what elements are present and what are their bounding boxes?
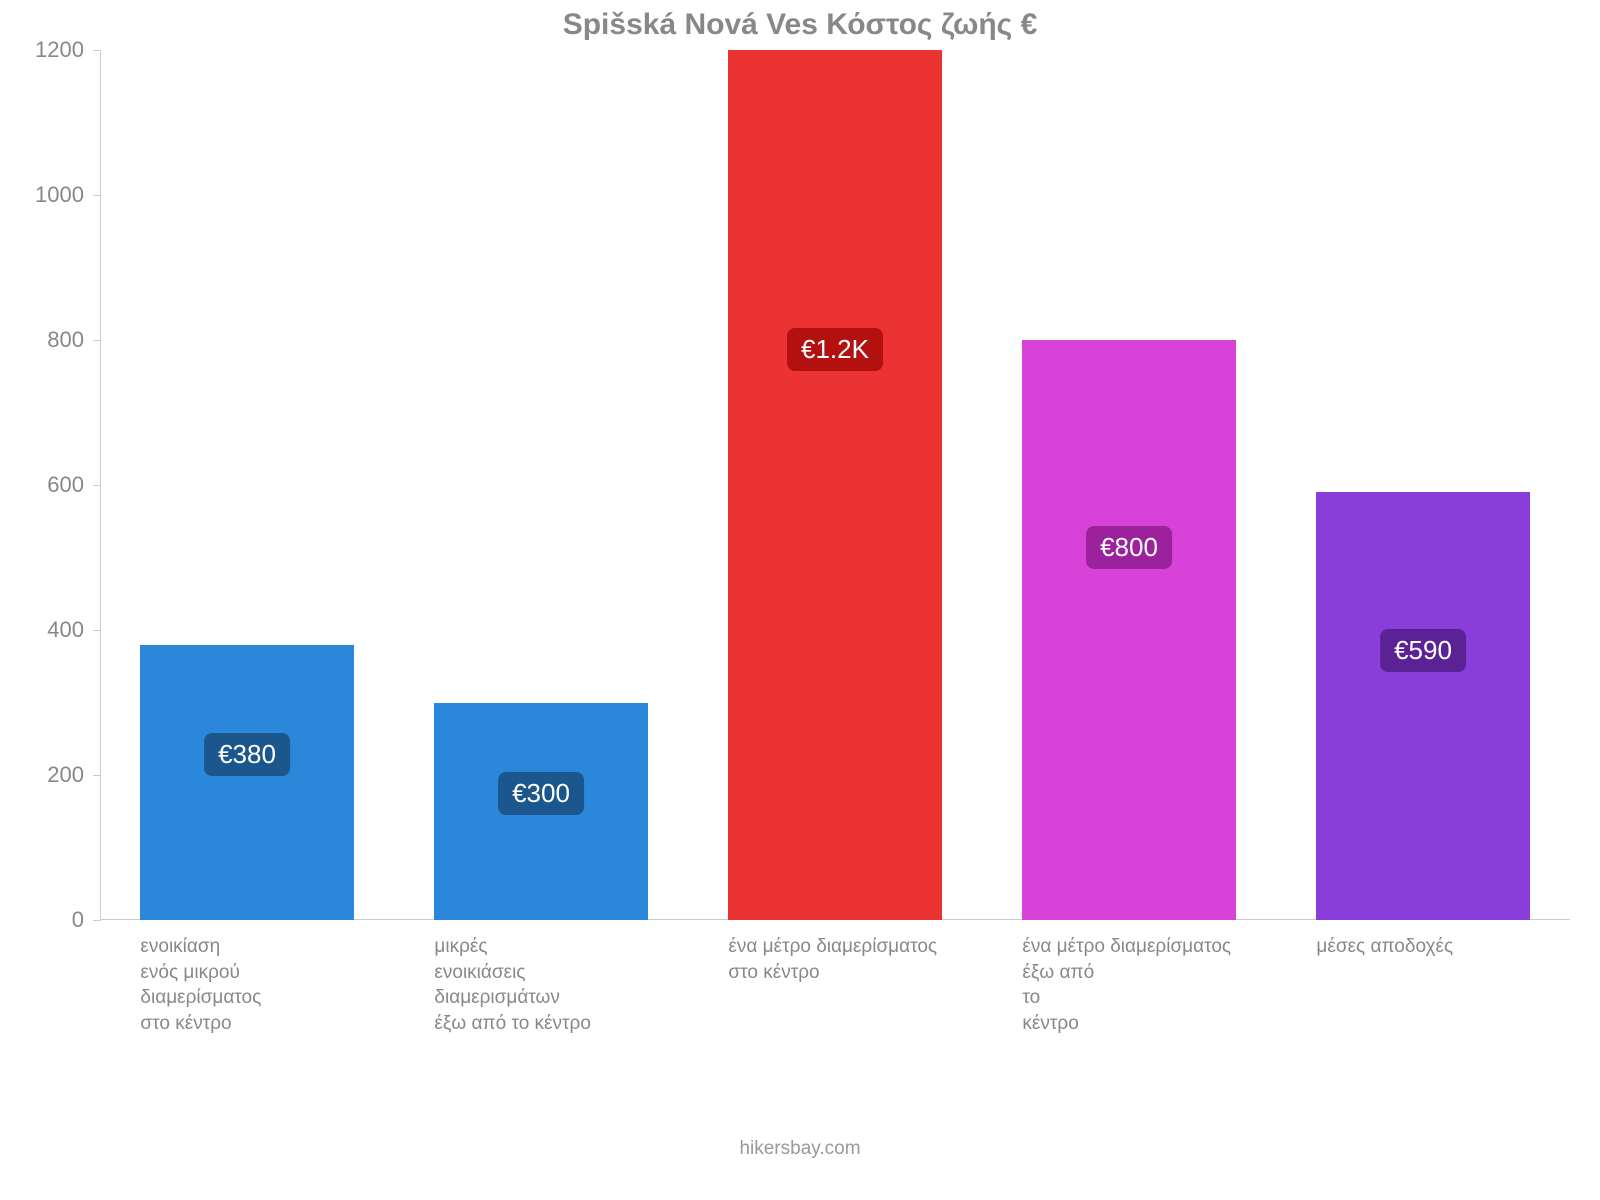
- bar: €1.2K: [728, 50, 941, 920]
- y-tick-mark: [93, 485, 101, 486]
- y-tick-label: 1200: [35, 37, 84, 63]
- x-label: ένα μέτρο διαμερίσματος έξω από το κέντρ…: [1022, 920, 1235, 1037]
- y-tick-label: 800: [47, 327, 84, 353]
- y-tick-label: 200: [47, 762, 84, 788]
- y-tick-mark: [93, 775, 101, 776]
- bar-value-badge: €590: [1380, 629, 1466, 672]
- plot-area: 020040060080010001200€380ενοικίαση ενός …: [100, 50, 1570, 920]
- bar: €800: [1022, 340, 1235, 920]
- attribution-text: hikersbay.com: [0, 1138, 1600, 1160]
- y-tick-mark: [93, 630, 101, 631]
- bar-value-badge: €800: [1086, 526, 1172, 569]
- bar: €590: [1316, 492, 1529, 920]
- y-tick-label: 400: [47, 617, 84, 643]
- y-tick-mark: [93, 340, 101, 341]
- x-label: μικρές ενοικιάσεις διαμερισμάτων έξω από…: [434, 920, 647, 1037]
- bar: €380: [140, 645, 353, 921]
- y-tick-label: 600: [47, 472, 84, 498]
- y-tick-mark: [93, 195, 101, 196]
- x-label: ενοικίαση ενός μικρού διαμερίσματος στο …: [140, 920, 353, 1037]
- y-tick-label: 0: [72, 907, 84, 933]
- bar-value-badge: €380: [204, 733, 290, 776]
- chart-title: Spišská Nová Ves Κόστος ζωής €: [0, 8, 1600, 42]
- bar: €300: [434, 703, 647, 921]
- bar-value-badge: €1.2K: [787, 328, 883, 371]
- bar-value-badge: €300: [498, 772, 584, 815]
- x-label: ένα μέτρο διαμερίσματος στο κέντρο: [728, 920, 941, 985]
- y-tick-mark: [93, 920, 101, 921]
- y-tick-mark: [93, 50, 101, 51]
- chart-container: Spišská Nová Ves Κόστος ζωής € 020040060…: [0, 0, 1600, 1200]
- x-label: μέσες αποδοχές: [1316, 920, 1529, 960]
- y-tick-label: 1000: [35, 182, 84, 208]
